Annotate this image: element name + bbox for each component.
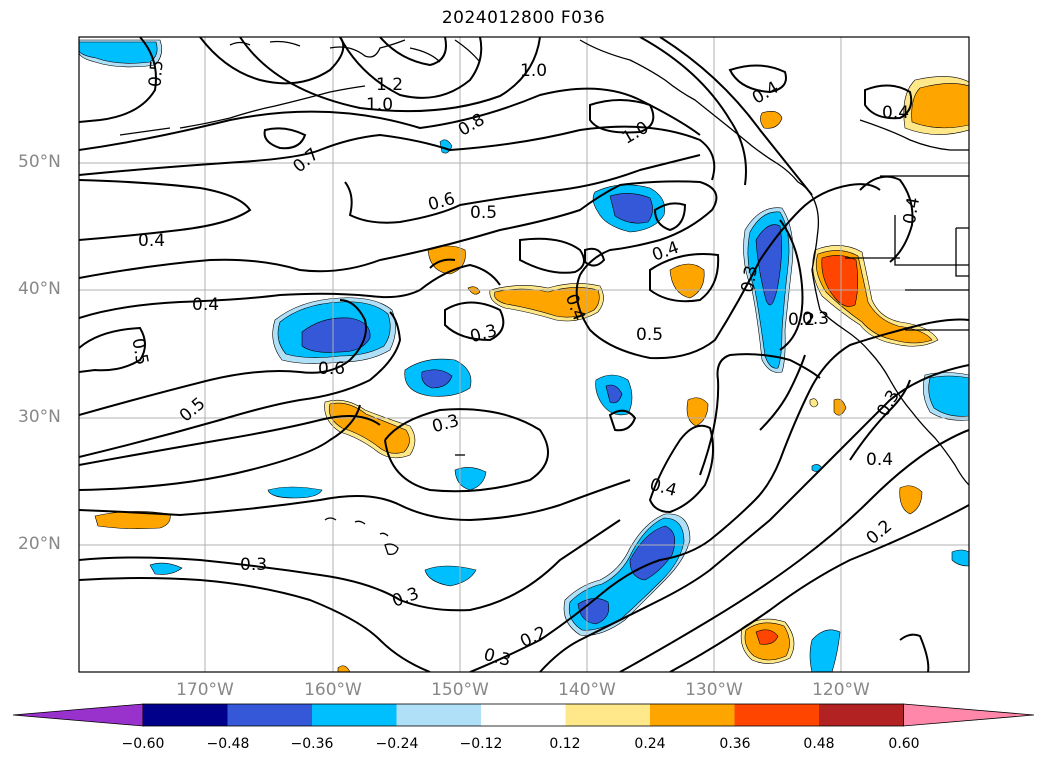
colorbar-tick: −0.24: [375, 736, 419, 752]
colorbar-segment: [143, 704, 228, 726]
colorbar-tick: −0.36: [290, 736, 334, 752]
colorbar-tick: 0.12: [549, 736, 581, 752]
map-plot: 0.5 1.2 1.0 1.0 0.4 1.0 0.8 0.7 0.4 0.6 …: [78, 36, 970, 673]
colorbar-tick: 0.60: [888, 736, 920, 752]
lat-label-20n: 20°N: [18, 534, 61, 554]
lat-label-40n: 40°N: [18, 279, 61, 299]
map-frame: [78, 36, 970, 673]
lon-label-160w: 160°W: [304, 680, 362, 700]
contour-label: 0.3: [390, 584, 422, 612]
colorbar-segment: [650, 704, 735, 726]
contour-label: 1.0: [619, 118, 652, 149]
map-title: 2024012800 F036: [441, 8, 606, 28]
contour-label: 0.3: [481, 645, 512, 671]
contour-label: 0.4: [749, 78, 782, 109]
colorbar-frame: [142, 703, 904, 727]
colorbar-segment: [481, 704, 566, 726]
colorbar-segment: [734, 704, 819, 726]
colorbar-extend-high: [903, 703, 1035, 727]
contour-label: 0.3: [240, 555, 267, 575]
lon-label-120w: 120°W: [812, 680, 870, 700]
coastlines: [119, 39, 969, 556]
contour-label: 1.0: [366, 95, 393, 115]
contour-label: 0.3: [738, 264, 762, 294]
colorbar-segment: [819, 704, 904, 726]
contour-label: 1.2: [376, 75, 403, 95]
lat-label-50n: 50°N: [18, 152, 61, 172]
lon-label-170w: 170°W: [176, 680, 234, 700]
colorbar-extend-low: [12, 703, 144, 727]
contour-label: 0.7: [289, 144, 323, 177]
contour-label: 0.4: [866, 450, 893, 470]
colorbar-segment: [227, 704, 312, 726]
contour-label: 0.3: [430, 411, 461, 437]
colorbar-segment: [396, 704, 481, 726]
contour-label: 0.5: [145, 59, 167, 88]
contour-label: 0.2: [788, 310, 815, 330]
colorbar-tick: 0.48: [803, 736, 835, 752]
colorbar-tick: 0.36: [719, 736, 751, 752]
lat-label-30n: 30°N: [18, 407, 61, 427]
contour-lines: [79, 37, 969, 672]
colorbar-segment: [565, 704, 650, 726]
contour-label: 0.4: [647, 475, 678, 501]
contour-label: 0.3: [802, 309, 829, 329]
contour-label: 1.0: [520, 61, 547, 81]
colorbar: [12, 703, 1035, 727]
contour-label: 0.4: [138, 231, 165, 251]
contour-label: 0.4: [900, 196, 924, 226]
contour-label: 0.5: [176, 394, 210, 427]
contour-label: 0.5: [636, 325, 663, 345]
contour-label: 0.6: [318, 359, 345, 379]
lon-label-130w: 130°W: [685, 680, 743, 700]
contour-label: 0.3: [468, 321, 499, 347]
lon-label-150w: 150°W: [431, 680, 489, 700]
colorbar-tick: −0.48: [206, 736, 250, 752]
map-gridlines: [79, 37, 969, 672]
colorbar-segment: [312, 704, 397, 726]
lon-label-140w: 140°W: [558, 680, 616, 700]
contour-label: 0.4: [192, 295, 219, 315]
contour-label: 0.2: [863, 516, 897, 549]
colorbar-tick: −0.60: [121, 736, 165, 752]
contour-label-group: 0.5 1.2 1.0 1.0 0.4 1.0 0.8 0.7 0.4 0.6 …: [127, 59, 924, 671]
colorbar-tick: −0.12: [459, 736, 503, 752]
contour-label: 0.6: [426, 189, 457, 215]
contour-label: 0.5: [127, 337, 151, 367]
contour-label: 0.4: [882, 103, 909, 123]
colorbar-tick: 0.24: [634, 736, 666, 752]
contour-label: 0.5: [470, 203, 497, 223]
